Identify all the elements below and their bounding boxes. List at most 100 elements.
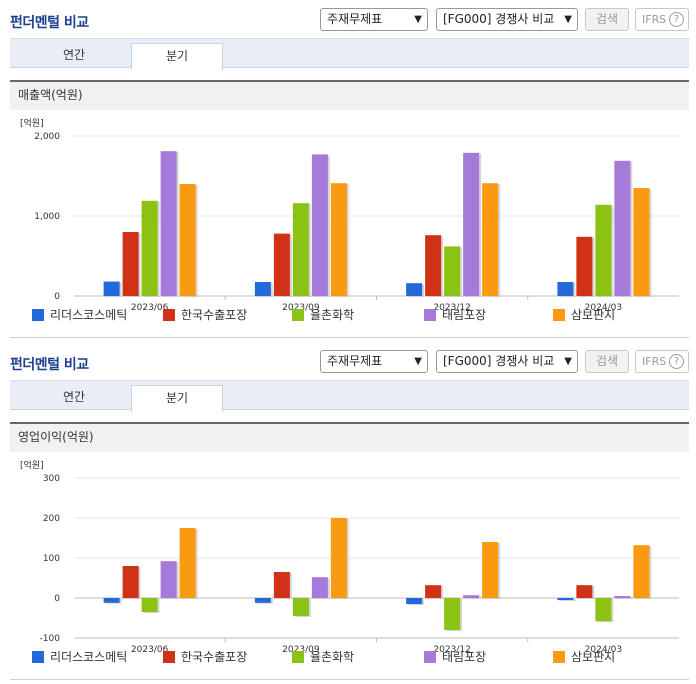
compare-select[interactable]: [FG000] 경쟁사 비교 ▼: [436, 8, 578, 31]
panel-header: 펀더멘털 비교 주재무제표 ▼ [FG000] 경쟁사 비교 ▼ 검색 IFRS…: [0, 342, 696, 380]
y-tick-label: -100: [40, 634, 61, 644]
x-tick-label: 2023/12: [433, 645, 470, 655]
unit-label: [억원]: [20, 459, 44, 471]
chevron-down-icon: ▼: [414, 14, 422, 25]
legend-swatch: [32, 651, 44, 663]
bar[interactable]: [463, 595, 480, 598]
bar[interactable]: [444, 246, 461, 296]
bar[interactable]: [595, 204, 612, 296]
bar[interactable]: [141, 200, 158, 296]
bar[interactable]: [463, 152, 480, 296]
compare-select-value: [FG000] 경쟁사 비교: [443, 12, 555, 26]
legend-label[interactable]: 삼보판지: [571, 308, 615, 322]
bar[interactable]: [614, 596, 631, 598]
legend-label[interactable]: 한국수출포장: [181, 308, 247, 322]
bar[interactable]: [576, 585, 593, 598]
legend-label[interactable]: 율촌화학: [310, 650, 354, 664]
bar[interactable]: [595, 598, 612, 622]
unit-label: [억원]: [20, 117, 44, 129]
bar[interactable]: [273, 572, 290, 598]
bar[interactable]: [160, 151, 177, 296]
panel-title: 펀더멘털 비교: [10, 357, 89, 373]
period-tabs: 연간 분기: [10, 380, 689, 412]
legend-swatch: [553, 309, 565, 321]
legend-label[interactable]: 태림포장: [442, 650, 486, 664]
bar[interactable]: [292, 598, 309, 616]
y-tick-label: 100: [43, 554, 60, 564]
bar[interactable]: [122, 232, 139, 296]
bar[interactable]: [576, 236, 593, 296]
search-button[interactable]: 검색: [585, 8, 629, 31]
legend-swatch: [424, 651, 436, 663]
statement-select[interactable]: 주재무제표 ▼: [320, 8, 428, 31]
x-tick-label: 2024/03: [585, 303, 622, 313]
bar[interactable]: [311, 577, 328, 598]
tab-quarterly[interactable]: 분기: [131, 43, 223, 70]
bar[interactable]: [482, 542, 499, 598]
statement-select-value: 주재무제표: [327, 354, 383, 368]
legend-label[interactable]: 삼보판지: [571, 650, 615, 664]
legend-swatch: [163, 309, 175, 321]
legend-swatch: [32, 309, 44, 321]
tab-quarterly[interactable]: 분기: [131, 385, 223, 412]
fundamental-panel-sales: 펀더멘털 비교 주재무제표 ▼ [FG000] 경쟁사 비교 ▼ 검색 IFRS…: [0, 0, 696, 340]
bar[interactable]: [141, 598, 158, 612]
tab-annual[interactable]: 연간: [62, 390, 86, 404]
legend-label[interactable]: 리더스코스메틱: [50, 308, 127, 322]
help-icon[interactable]: ?: [669, 354, 684, 369]
legend-label[interactable]: 태림포장: [442, 308, 486, 322]
tab-annual[interactable]: 연간: [62, 48, 86, 62]
search-button[interactable]: 검색: [585, 350, 629, 373]
legend-label[interactable]: 리더스코스메틱: [50, 650, 127, 664]
compare-select[interactable]: [FG000] 경쟁사 비교 ▼: [436, 350, 578, 373]
bar[interactable]: [273, 233, 290, 296]
bar[interactable]: [425, 235, 442, 296]
bar[interactable]: [103, 598, 120, 603]
bar[interactable]: [330, 518, 347, 598]
fundamental-panel-operating-profit: 펀더멘털 비교 주재무제표 ▼ [FG000] 경쟁사 비교 ▼ 검색 IFRS…: [0, 342, 696, 684]
legend-label[interactable]: 한국수출포장: [181, 650, 247, 664]
bar[interactable]: [122, 566, 139, 598]
x-tick-label: 2023/09: [282, 645, 320, 655]
statement-select[interactable]: 주재무제표 ▼: [320, 350, 428, 373]
x-tick-label: 2024/03: [585, 645, 622, 655]
bar[interactable]: [633, 545, 650, 598]
bar[interactable]: [557, 598, 574, 600]
sales-chart-area: [억원] 0 1,000 2,000 2023/06 2023/09 2023/12 2024…: [10, 110, 689, 338]
bar[interactable]: [633, 188, 650, 296]
legend-swatch: [553, 651, 565, 663]
chevron-down-icon: ▼: [414, 356, 422, 367]
bar[interactable]: [179, 528, 196, 598]
y-tick-label: 2,000: [34, 132, 60, 142]
bar[interactable]: [254, 282, 271, 296]
operating-profit-chart: [억원] -100 0 100 200 300 2023/06 2023/09 2023/12 2…: [20, 459, 679, 664]
chevron-down-icon: ▼: [564, 14, 572, 25]
bar[interactable]: [406, 598, 423, 604]
ifrs-button[interactable]: IFRS ?: [635, 8, 689, 31]
compare-select-value: [FG000] 경쟁사 비교: [443, 354, 555, 368]
panel-title: 펀더멘털 비교: [10, 15, 89, 31]
bar[interactable]: [406, 283, 423, 296]
bar[interactable]: [254, 598, 271, 603]
bar[interactable]: [330, 183, 347, 296]
bar[interactable]: [103, 281, 120, 296]
y-tick-label: 0: [54, 292, 60, 302]
bar[interactable]: [311, 154, 328, 296]
bar[interactable]: [557, 282, 574, 296]
bar[interactable]: [160, 561, 177, 598]
ifrs-button[interactable]: IFRS ?: [635, 350, 689, 373]
ifrs-label: IFRS: [642, 13, 667, 26]
legend-swatch: [292, 651, 304, 663]
bar[interactable]: [614, 160, 631, 296]
bar[interactable]: [425, 585, 442, 598]
ifrs-label: IFRS: [642, 355, 667, 368]
bar[interactable]: [292, 203, 309, 296]
help-icon[interactable]: ?: [669, 12, 684, 27]
legend-label[interactable]: 율촌화학: [310, 308, 354, 322]
bar[interactable]: [444, 598, 461, 630]
bar[interactable]: [482, 183, 499, 296]
bar[interactable]: [179, 184, 196, 296]
legend-swatch: [163, 651, 175, 663]
legend-swatch: [424, 309, 436, 321]
sales-chart: [억원] 0 1,000 2,000 2023/06 2023/09 2023/12 2024…: [20, 117, 679, 322]
